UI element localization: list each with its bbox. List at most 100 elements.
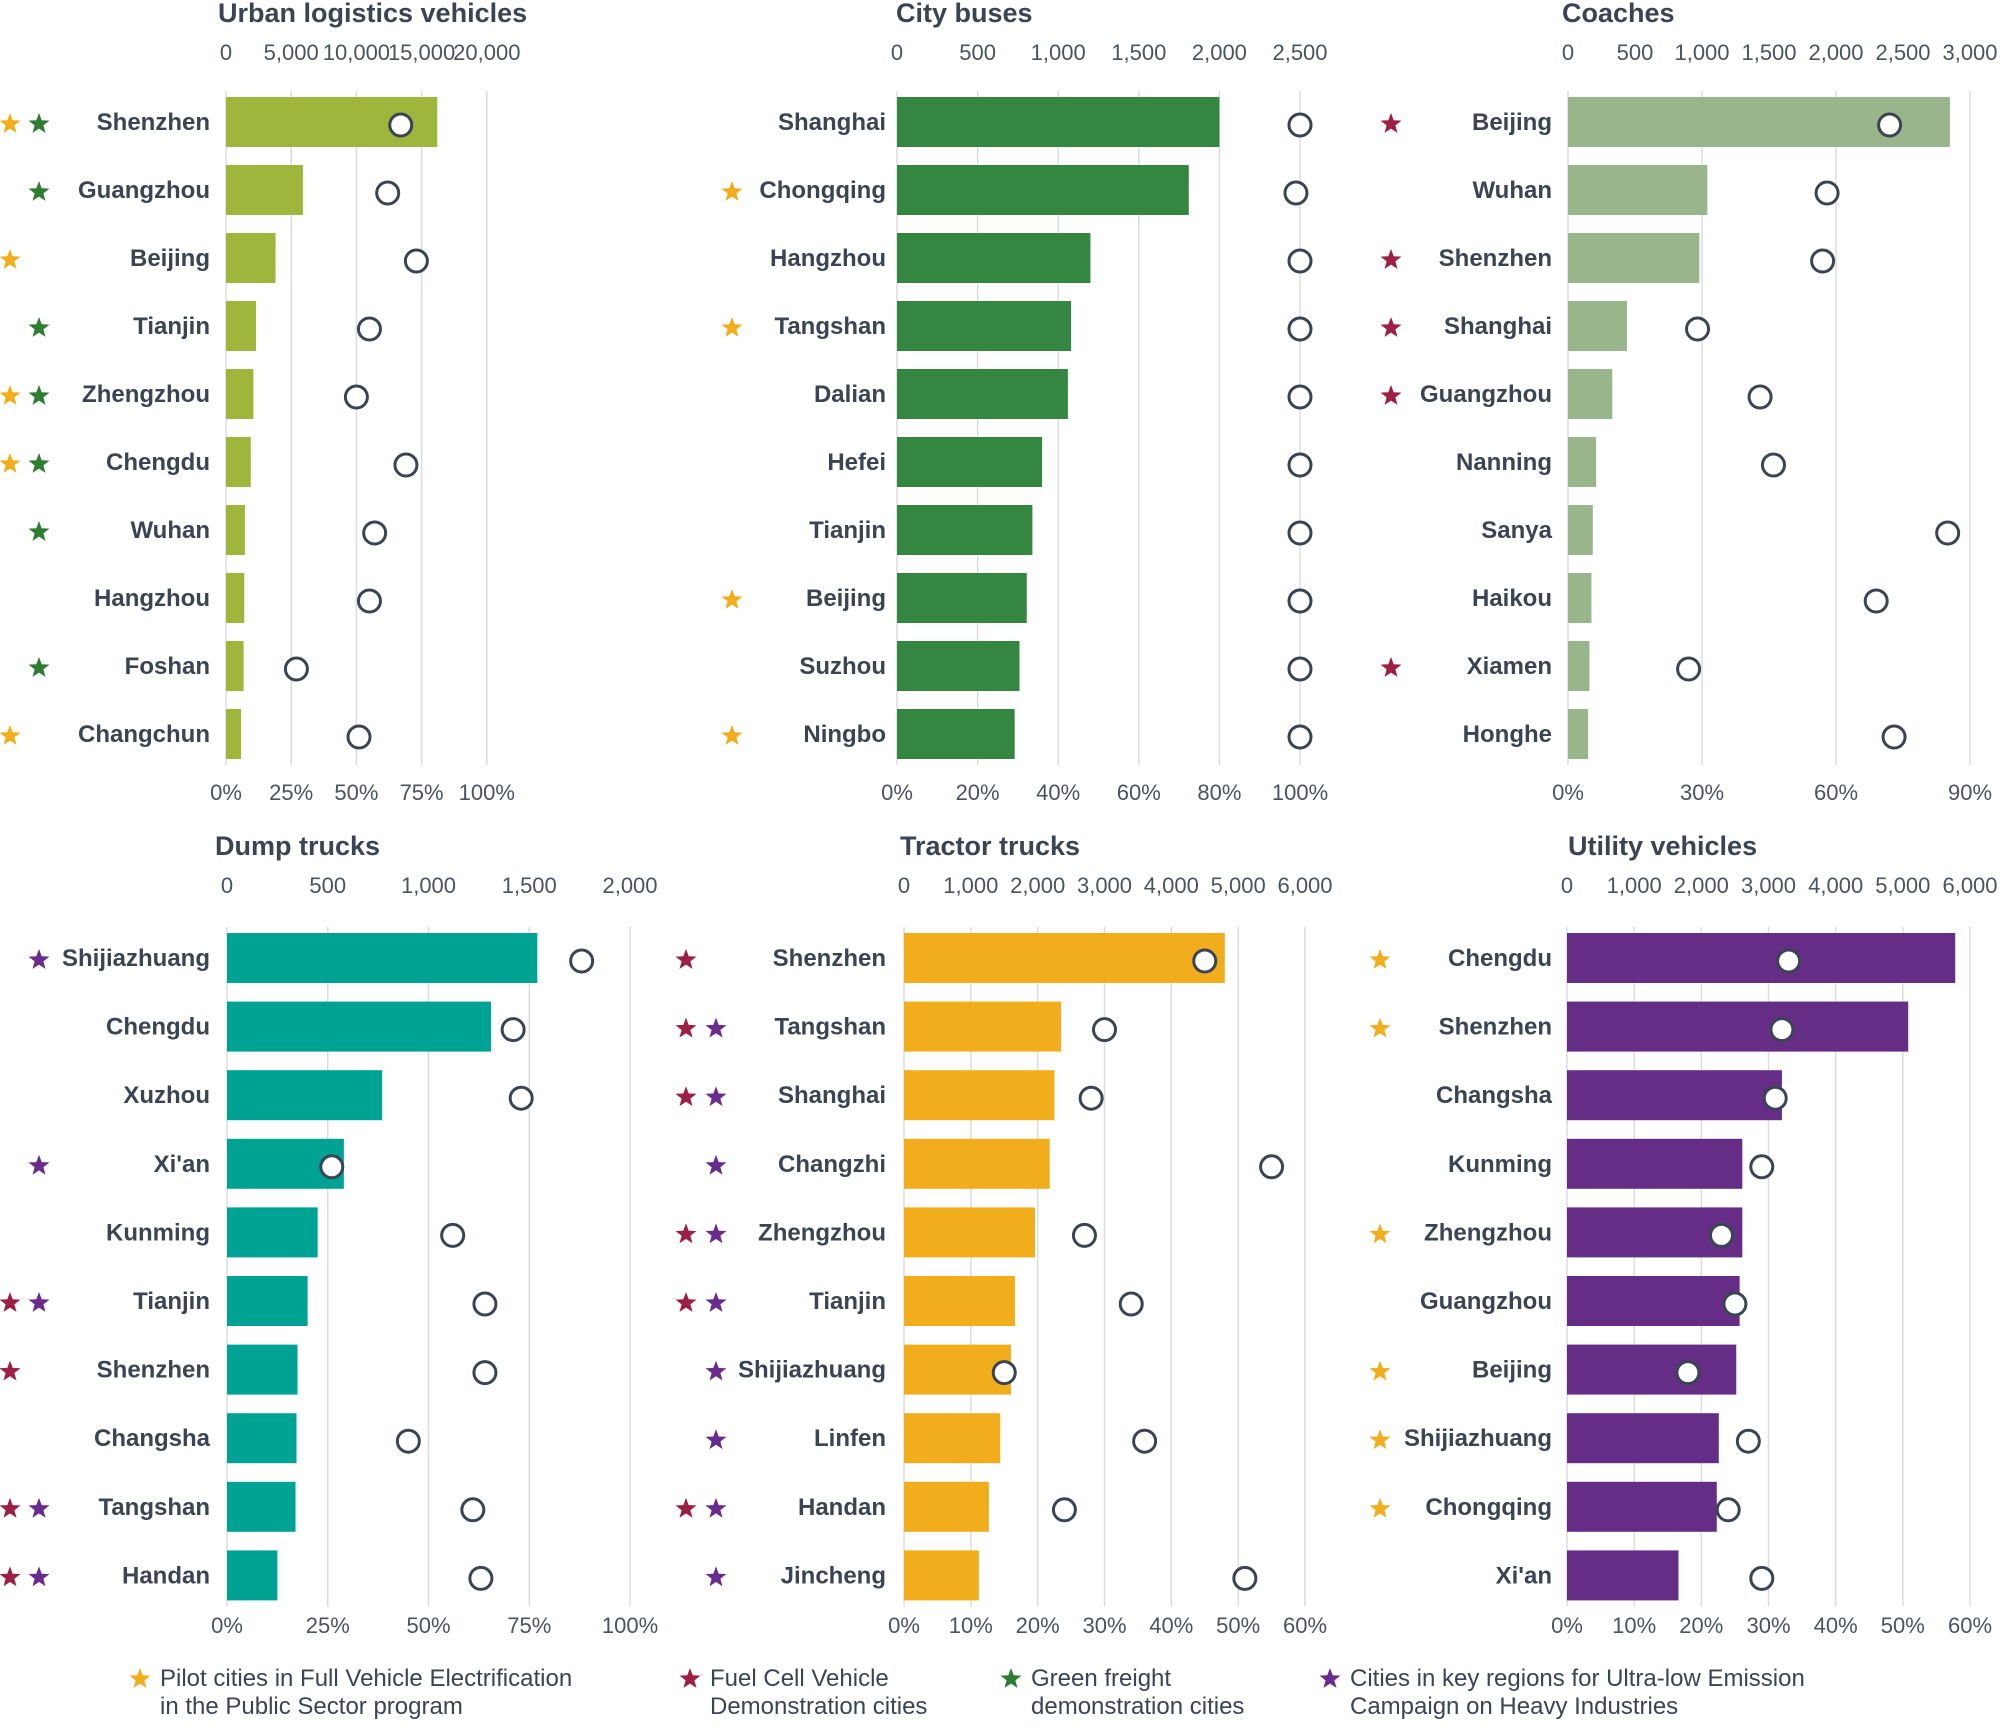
top-tick-label: 3,000 bbox=[1077, 873, 1132, 898]
bar bbox=[1568, 233, 1700, 283]
share-point bbox=[1881, 724, 1907, 750]
bar bbox=[1567, 1276, 1740, 1326]
bottom-tick-label: 0% bbox=[881, 780, 913, 805]
category-label: Dalian bbox=[814, 381, 886, 408]
share-point bbox=[508, 1085, 534, 1111]
share-point bbox=[1287, 316, 1313, 342]
share-point bbox=[468, 1565, 494, 1591]
marker-star-icon bbox=[28, 113, 50, 133]
bar bbox=[904, 1550, 979, 1601]
bottom-tick-label: 60% bbox=[1814, 780, 1858, 805]
bottom-tick-label: 80% bbox=[1197, 780, 1241, 805]
bar bbox=[227, 1276, 308, 1326]
share-point bbox=[1749, 1565, 1775, 1591]
bar bbox=[897, 709, 1015, 759]
bar bbox=[227, 1550, 278, 1601]
top-tick-label: 2,000 bbox=[1674, 873, 1729, 898]
category-label: Changchun bbox=[78, 721, 210, 748]
bar bbox=[897, 505, 1033, 555]
marker-star-icon bbox=[675, 1292, 697, 1312]
bar bbox=[227, 1070, 383, 1121]
bottom-tick-label: 30% bbox=[1082, 1613, 1126, 1638]
category-label: Changsha bbox=[1436, 1082, 1553, 1109]
category-label: Kunming bbox=[1448, 1151, 1552, 1178]
category-label: Foshan bbox=[125, 653, 210, 680]
marker-star-icon bbox=[0, 453, 21, 473]
category-label: Ningbo bbox=[803, 721, 886, 748]
top-tick-label: 1,500 bbox=[1741, 40, 1796, 65]
share-point bbox=[1863, 588, 1889, 614]
bar bbox=[226, 369, 254, 419]
chart-title: Utility vehicles bbox=[1568, 831, 1757, 861]
marker-star-icon bbox=[1369, 1429, 1391, 1450]
marker-star-icon bbox=[705, 1566, 727, 1587]
marker-star-icon bbox=[28, 181, 50, 201]
bar bbox=[226, 505, 245, 555]
bar bbox=[904, 1276, 1015, 1326]
bar bbox=[904, 933, 1225, 983]
bottom-tick-label: 0% bbox=[888, 1613, 920, 1638]
top-tick-label: 500 bbox=[1617, 40, 1654, 65]
share-point bbox=[356, 588, 382, 614]
marker-star-icon bbox=[1380, 385, 1402, 405]
top-tick-label: 0 bbox=[220, 40, 232, 65]
category-label: Handan bbox=[798, 1494, 886, 1521]
bottom-tick-label: 60% bbox=[1283, 1613, 1327, 1638]
marker-star-icon bbox=[1380, 113, 1402, 133]
share-point bbox=[1708, 1222, 1734, 1248]
bar bbox=[1567, 933, 1956, 983]
share-point bbox=[1287, 452, 1313, 478]
legend-label: Fuel Cell Vehicle bbox=[710, 1665, 889, 1692]
legend-star-icon bbox=[1000, 1668, 1022, 1688]
category-label: Tianjin bbox=[809, 517, 886, 544]
share-point bbox=[403, 248, 429, 274]
marker-star-icon bbox=[28, 1292, 50, 1312]
category-label: Beijing bbox=[806, 585, 886, 612]
top-tick-label: 4,000 bbox=[1808, 873, 1863, 898]
legend-star-icon bbox=[679, 1668, 701, 1688]
share-point bbox=[500, 1017, 526, 1043]
bottom-tick-label: 100% bbox=[459, 780, 515, 805]
top-tick-label: 1,500 bbox=[1111, 40, 1166, 65]
bottom-tick-label: 40% bbox=[1036, 780, 1080, 805]
bar bbox=[1568, 165, 1708, 215]
category-label: Hangzhou bbox=[94, 585, 210, 612]
chart-panel-5: Tractor trucks 0 1,000 2,000 3,000 4,000 5,000… bbox=[675, 831, 1333, 1638]
marker-star-icon bbox=[1380, 317, 1402, 337]
share-point bbox=[1287, 112, 1313, 138]
share-point bbox=[472, 1360, 498, 1386]
marker-star-icon bbox=[28, 1154, 50, 1175]
bar bbox=[1568, 505, 1593, 555]
marker-star-icon bbox=[705, 1292, 727, 1312]
bottom-tick-label: 20% bbox=[1679, 1613, 1723, 1638]
marker-star-icon bbox=[705, 1429, 727, 1450]
marker-star-icon bbox=[0, 1360, 21, 1381]
share-point bbox=[1132, 1428, 1158, 1454]
category-label: Chengdu bbox=[106, 1014, 210, 1041]
top-tick-label: 20,000 bbox=[453, 40, 520, 65]
marker-star-icon bbox=[28, 949, 50, 969]
marker-star-icon bbox=[28, 1566, 50, 1587]
bottom-tick-label: 100% bbox=[602, 1613, 658, 1638]
share-point bbox=[1287, 248, 1313, 274]
bar bbox=[897, 301, 1072, 351]
bottom-tick-label: 60% bbox=[1117, 780, 1161, 805]
marker-star-icon bbox=[705, 1017, 727, 1038]
marker-star-icon bbox=[705, 1223, 727, 1244]
category-label: Haikou bbox=[1472, 585, 1552, 612]
chart-title: Tractor trucks bbox=[900, 831, 1080, 861]
category-label: Xi'an bbox=[1496, 1562, 1552, 1589]
share-point bbox=[1935, 520, 1961, 546]
category-label: Shenzhen bbox=[97, 1357, 210, 1384]
category-label: Sanya bbox=[1481, 517, 1552, 544]
share-point bbox=[362, 520, 388, 546]
share-point bbox=[440, 1222, 466, 1248]
marker-star-icon bbox=[0, 1292, 21, 1312]
top-tick-label: 2,500 bbox=[1875, 40, 1930, 65]
share-point bbox=[1092, 1017, 1117, 1043]
bottom-tick-label: 0% bbox=[210, 780, 242, 805]
bottom-tick-label: 0% bbox=[211, 1613, 243, 1638]
bottom-tick-label: 40% bbox=[1814, 1613, 1858, 1638]
category-label: Shenzhen bbox=[773, 945, 886, 972]
category-label: Chengdu bbox=[1448, 945, 1552, 972]
